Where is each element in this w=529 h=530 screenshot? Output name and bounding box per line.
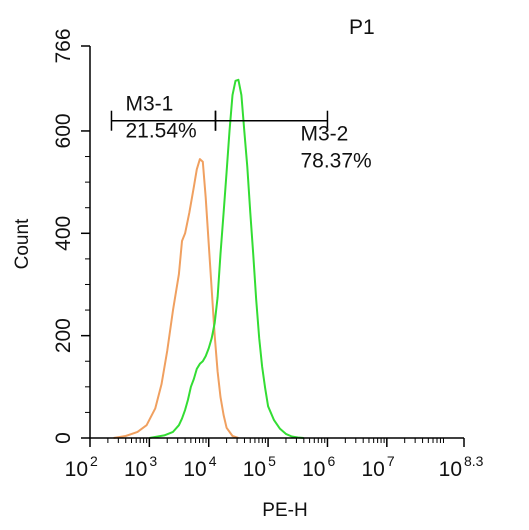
- y-tick-label: 200: [52, 318, 75, 353]
- series-line-2: [149, 78, 304, 439]
- x-tick-label: 10: [183, 458, 206, 481]
- x-tick-exponent: 8.3: [464, 453, 484, 469]
- y-tick-label: 766: [52, 28, 75, 63]
- x-tick-exponent: 6: [327, 453, 335, 469]
- series-line-1: [113, 158, 239, 439]
- gate-name-label: M3-2: [300, 123, 348, 146]
- x-tick-exponent: 2: [90, 453, 98, 469]
- y-tick-label: 400: [52, 216, 75, 251]
- x-tick-label: 10: [361, 458, 384, 481]
- gate-percent-label: 21.54%: [125, 120, 196, 143]
- x-tick-label: 10: [439, 458, 462, 481]
- y-tick-label: 600: [52, 113, 75, 148]
- y-axis-title: Count: [12, 218, 33, 269]
- gate-name-label: M3-1: [125, 93, 173, 116]
- x-tick-exponent: 7: [387, 453, 395, 469]
- x-tick-label: 10: [302, 458, 325, 481]
- x-tick-exponent: 4: [209, 453, 217, 469]
- x-tick-exponent: 5: [268, 453, 276, 469]
- x-tick-label: 10: [65, 458, 88, 481]
- x-tick-exponent: 3: [149, 453, 157, 469]
- y-tick-label: 0: [52, 432, 75, 444]
- gate-percent-label: 78.37%: [300, 150, 371, 173]
- x-tick-label: 10: [124, 458, 147, 481]
- x-axis-title: PE-H: [262, 500, 307, 521]
- chart-title: P1: [349, 16, 375, 39]
- x-tick-label: 10: [243, 458, 266, 481]
